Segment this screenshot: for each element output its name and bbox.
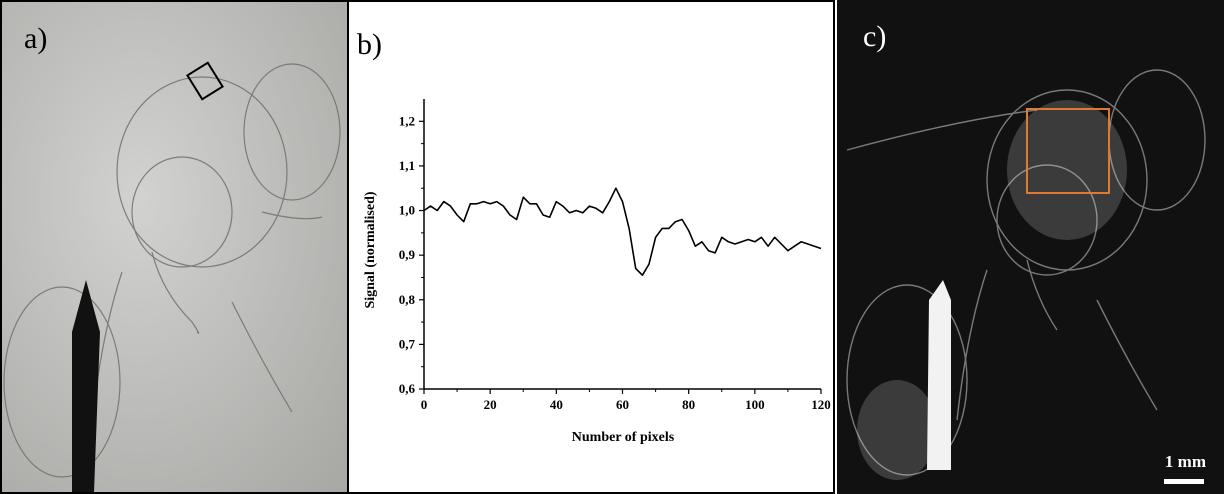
x-axis-label: Number of pixels <box>572 430 675 445</box>
y-tick-label: 0,8 <box>399 292 416 307</box>
panel-a-radiograph: a) <box>0 0 349 494</box>
x-tick-label: 0 <box>421 397 428 412</box>
radiograph-image-c <box>837 0 1224 494</box>
signal-series-line <box>423 187 822 277</box>
panel-c-image: c) 1 mm <box>837 0 1224 494</box>
y-tick-label: 1,0 <box>399 203 415 218</box>
radiograph-image-a <box>2 2 347 492</box>
x-tick-label: 100 <box>745 397 765 412</box>
chart-axes: 0 20 40 60 80 100 120 0,6 0,7 0,8 0,9 1,0 1,1 1,2 <box>399 99 831 412</box>
y-tick-label: 1,1 <box>399 158 415 173</box>
scale-bar <box>1164 479 1204 484</box>
panel-label-a: a) <box>24 22 48 55</box>
roi-box-c <box>1026 108 1110 194</box>
x-tick-label: 120 <box>811 397 831 412</box>
panel-label-c: c) <box>863 20 887 53</box>
x-tick-label: 80 <box>682 397 695 412</box>
y-tick-label: 0,7 <box>399 336 416 351</box>
y-tick-label: 0,6 <box>399 381 416 396</box>
x-tick-label: 60 <box>616 397 629 412</box>
x-tick-label: 20 <box>484 397 497 412</box>
y-tick-label: 0,9 <box>399 247 416 262</box>
y-tick-label: 1,2 <box>399 113 415 128</box>
y-axis-label: Signal (normalised) <box>363 191 378 308</box>
signal-line-chart: 0 20 40 60 80 100 120 0,6 0,7 0,8 0,9 1,0 1,1 1,2 Num… <box>363 99 831 445</box>
scale-bar-label: 1 mm <box>1164 452 1206 471</box>
panel-label-b: b) <box>357 28 382 61</box>
chart-series <box>423 187 822 277</box>
x-tick-label: 40 <box>550 397 563 412</box>
panel-b-chart: b) 0 20 40 60 80 100 120 0,6 0,7 0,8 0,9 1,0 1,1 1,2 … <box>349 0 835 494</box>
